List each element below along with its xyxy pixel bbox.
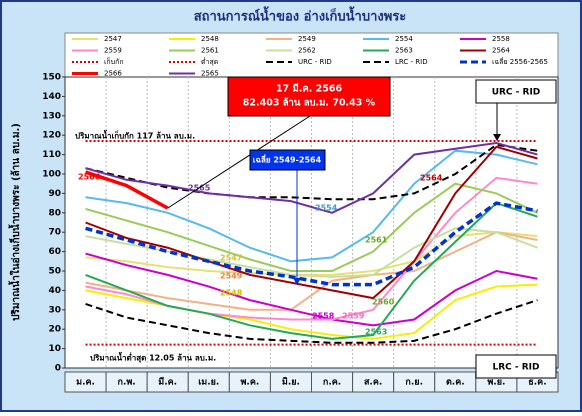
y-tick-label: 130 [42, 111, 61, 121]
legend-label: ต่ำสุด [201, 57, 218, 66]
avg-label: เฉลี่ย 2549-2564 [253, 154, 322, 165]
x-tick-label: มี.ค. [158, 377, 177, 388]
series-label: 2561 [365, 236, 388, 245]
series-label: 2558 [312, 312, 335, 321]
series-label: 2560 [372, 298, 395, 307]
series-label: 2566 [78, 173, 101, 182]
legend-label: URC - RID [298, 58, 332, 66]
x-tick-label: พ.ค. [240, 378, 259, 388]
avg-arrow [293, 278, 301, 285]
series-line [85, 201, 538, 287]
series-label: 2548 [220, 289, 243, 298]
series-label: 2549 [220, 272, 243, 281]
series-line [85, 201, 538, 340]
legend-label: 2549 [298, 35, 316, 43]
y-tick-label: 10 [48, 344, 61, 354]
series-label: 2563 [365, 328, 387, 337]
y-tick-label: 90 [48, 189, 61, 199]
y-tick-label: 70 [48, 228, 61, 238]
x-tick-label: ก.ย. [405, 378, 423, 388]
y-tick-label: 40 [48, 286, 61, 296]
y-tick-label: 80 [48, 208, 61, 218]
y-tick-label: 20 [48, 325, 61, 335]
series-line [85, 252, 538, 327]
min-label: ปริมาณน้ำต่ำสุด 12.05 ล้าน ลบ.ม. [90, 352, 216, 364]
series-label: 2564 [420, 174, 443, 183]
y-tick-label: 100 [42, 170, 61, 180]
legend-label: 2565 [201, 70, 219, 78]
series-label: 2554 [315, 204, 338, 213]
callout-pointer [167, 115, 311, 209]
legend-label: 2564 [492, 47, 510, 55]
x-tick-label: ม.ค. [76, 378, 95, 388]
y-tick-label: 140 [42, 92, 61, 102]
urc-box [475, 79, 557, 104]
x-tick-label: ก.ค. [323, 378, 341, 388]
series-label: 2547 [220, 254, 242, 263]
y-tick-label: 150 [42, 73, 61, 83]
legend-label: 2562 [298, 47, 316, 55]
legend-label: เฉลี่ย 2556-2565 [492, 57, 548, 66]
x-tick-label: พ.ย. [487, 378, 505, 388]
legend-label: 2547 [104, 35, 122, 43]
legend-label: 2563 [395, 47, 413, 55]
urc-label: URC - RID [492, 88, 541, 98]
series-label: 2559 [342, 312, 365, 321]
legend-label: 2548 [201, 35, 219, 43]
lrc-box [475, 354, 557, 379]
series-line [85, 299, 538, 344]
x-tick-label: ส.ค. [364, 378, 382, 388]
y-axis-label: ปริมาณน้ำในอ่างเก็บน้ำบางพระ (ล้าน ลบ.ม.… [8, 123, 22, 321]
series-line [85, 231, 538, 311]
avg-box [249, 149, 326, 171]
x-tick-label: มิ.ย. [282, 377, 300, 388]
y-tick-label: 110 [42, 150, 61, 160]
legend-label: 2558 [492, 35, 510, 43]
chart-title: สถานการณ์น้ำของ อ่างเก็บน้ำบางพระ [194, 6, 407, 25]
x-tick-label: เม.ย. [198, 378, 219, 388]
callout-box [227, 76, 391, 117]
x-tick-label: ก.พ. [118, 378, 136, 388]
x-tick-label: ธ.ค. [528, 378, 546, 388]
x-tick-label: ต.ค. [446, 378, 465, 388]
series-line [85, 141, 538, 214]
urc-arrow [493, 134, 501, 141]
legend-label: LRC - RID [395, 58, 428, 66]
legend-label: 2561 [201, 47, 219, 55]
series-line [85, 143, 538, 201]
legend-label: เก็บกัก [104, 57, 124, 66]
y-tick-label: 60 [48, 247, 61, 257]
legend-label: 2559 [104, 47, 122, 55]
legend-label: 2566 [104, 70, 122, 78]
y-tick-label: 30 [48, 305, 61, 315]
storage-label: ปริมาณน้ำเก็บกัก 117 ล้าน ลบ.ม. [75, 130, 195, 141]
callout-text: 17 มี.ค. 2566 [276, 83, 343, 95]
y-tick-label: 0 [55, 364, 61, 374]
series-line [85, 149, 538, 263]
series-line [85, 145, 538, 300]
legend-label: 2554 [395, 35, 413, 43]
lrc-label: LRC - RID [492, 363, 539, 373]
callout-text: 82.403 ล้าน ลบ.ม. 70.43 % [243, 97, 376, 109]
series-line [84, 170, 169, 210]
y-tick-label: 120 [42, 131, 61, 141]
y-tick-label: 50 [48, 267, 61, 277]
